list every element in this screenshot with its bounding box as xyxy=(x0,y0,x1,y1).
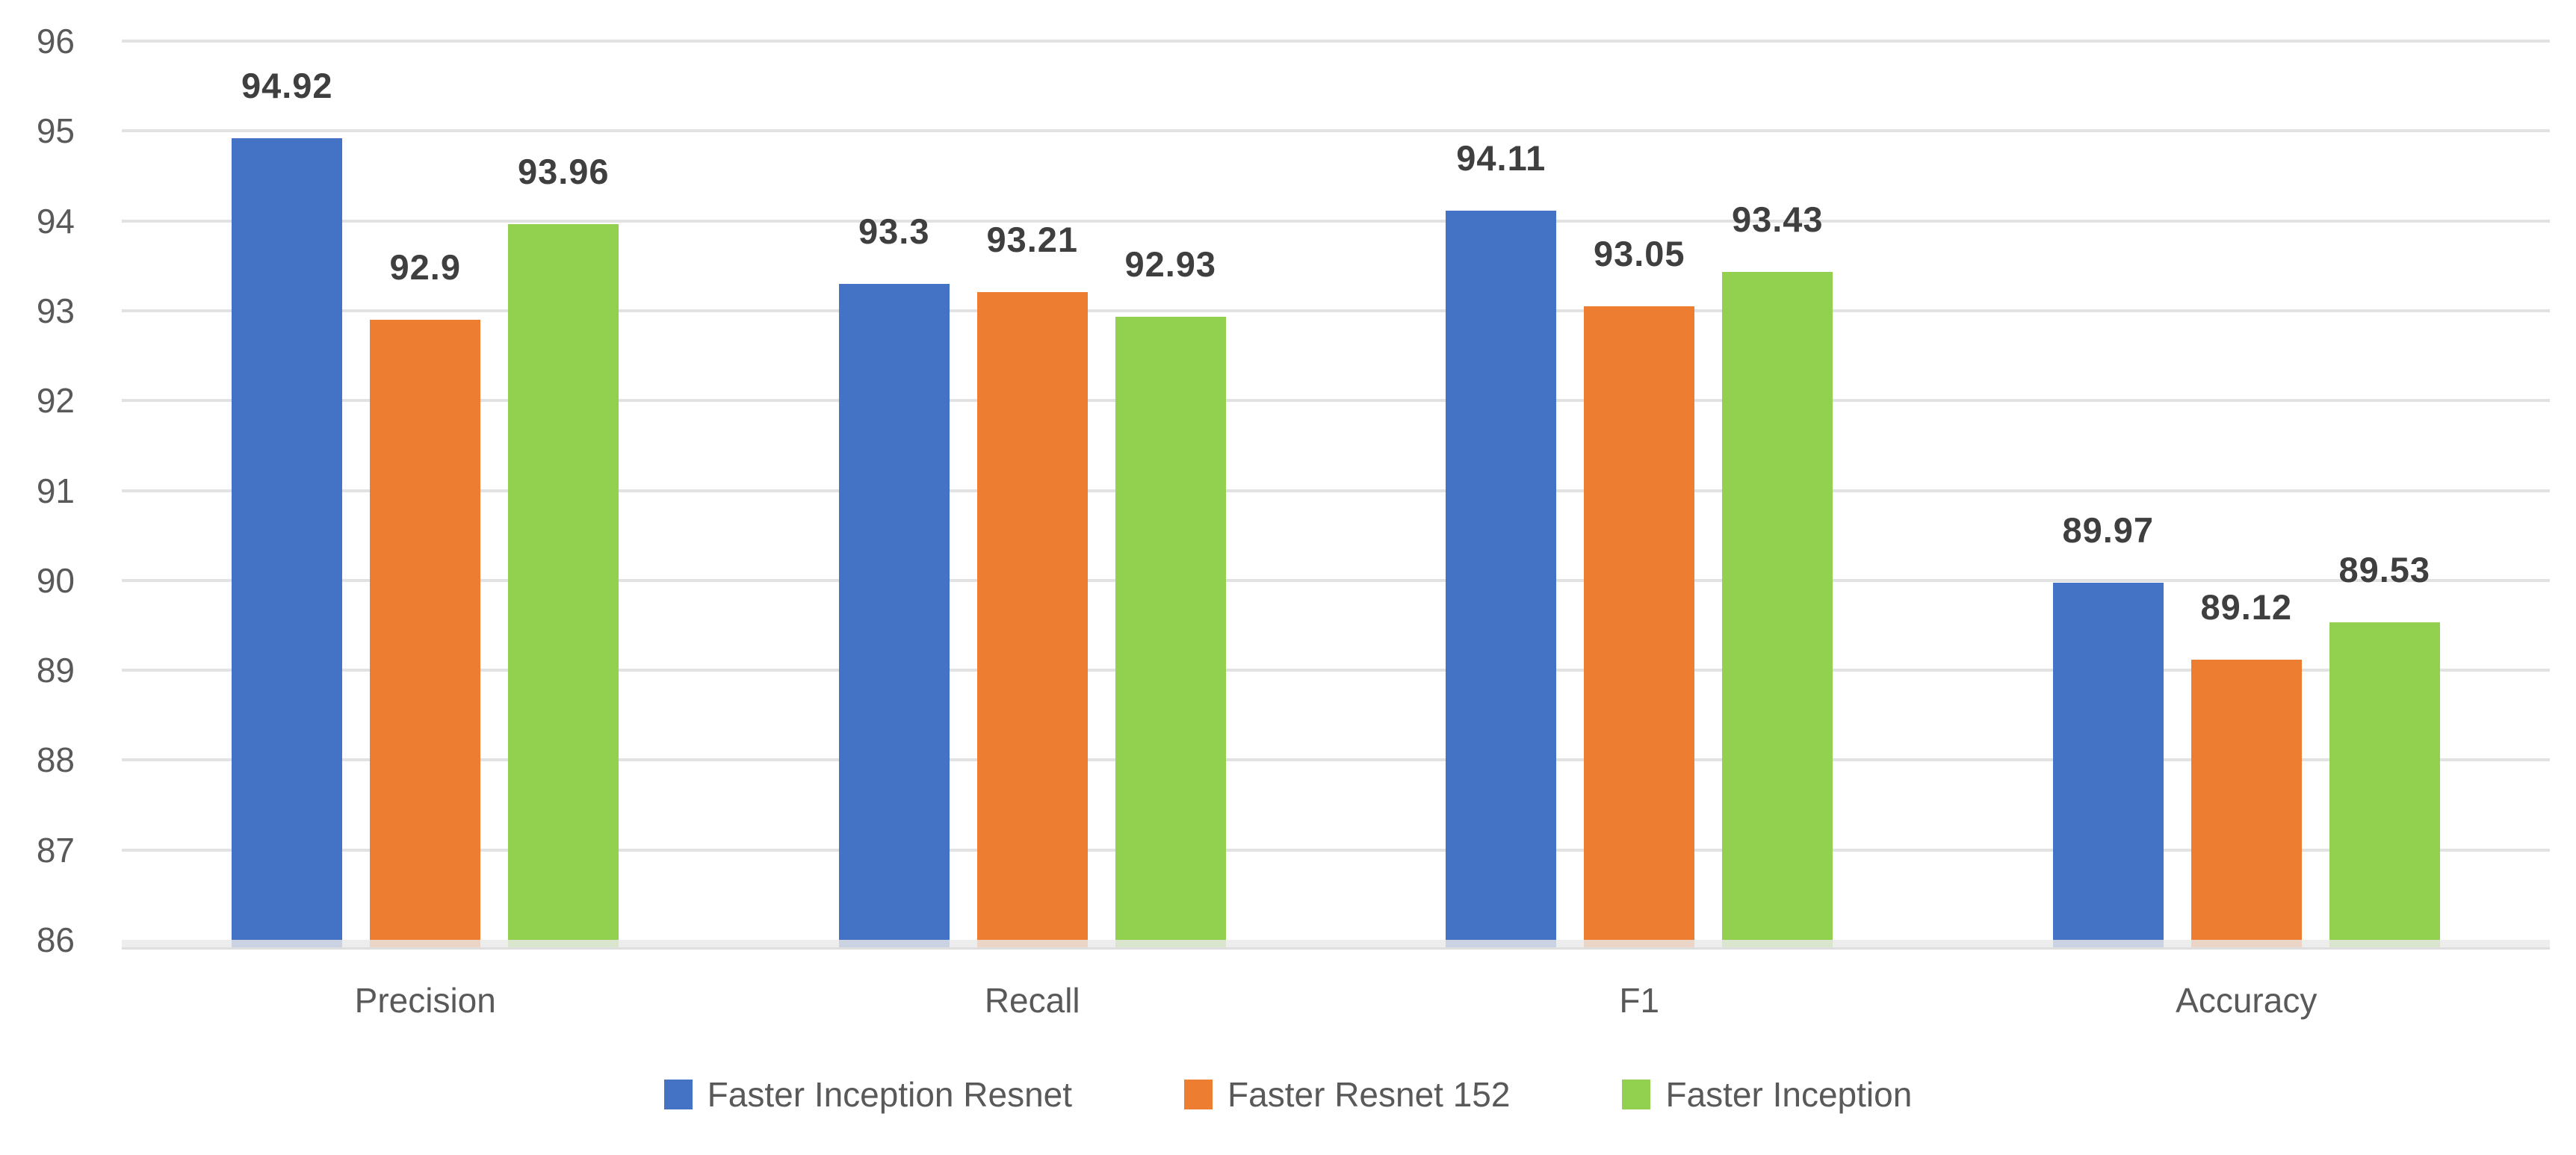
bar-value-label: 93.05 xyxy=(1593,233,1685,273)
bar-faster-inception-resnet-accuracy xyxy=(2052,583,2164,947)
bar-faster-resnet-152-recall xyxy=(976,291,1088,947)
legend: Faster Inception Resnet Faster Resnet 15… xyxy=(0,1074,2576,1115)
legend-item-faster-inception-resnet: Faster Inception Resnet xyxy=(663,1074,1073,1115)
x-axis-line xyxy=(122,940,2550,950)
bar-value-label: 89.97 xyxy=(2062,510,2155,551)
gridline xyxy=(122,848,2550,852)
gridline xyxy=(122,219,2550,223)
y-axis-tick-label: 88 xyxy=(36,740,75,780)
bar-value-label: 92.93 xyxy=(1124,244,1217,285)
bar-faster-inception-accuracy xyxy=(2329,622,2440,947)
bar-faster-inception-recall xyxy=(1115,317,1226,947)
y-axis-tick-label: 86 xyxy=(36,920,75,959)
bar-faster-inception-resnet-precision xyxy=(232,137,343,947)
x-axis-category-label-accuracy: Accuracy xyxy=(2176,981,2318,1020)
gridline xyxy=(122,489,2550,492)
y-axis-tick-label: 93 xyxy=(36,291,75,330)
bar-value-label: 93.3 xyxy=(858,211,930,251)
y-axis-tick-label: 89 xyxy=(36,651,75,690)
legend-label: Faster Resnet 152 xyxy=(1227,1075,1511,1114)
x-axis-category-label-precision: Precision xyxy=(354,981,496,1020)
bar-faster-inception-resnet-f1 xyxy=(1446,211,1557,947)
legend-marker-icon xyxy=(1184,1080,1213,1109)
y-axis-tick-label: 96 xyxy=(36,22,75,61)
x-axis-category-label-recall: Recall xyxy=(984,981,1080,1020)
gridline xyxy=(122,578,2550,582)
y-axis-tick-label: 95 xyxy=(36,111,75,151)
bar-faster-inception-resnet-recall xyxy=(838,283,950,947)
x-axis-category-label-f1: F1 xyxy=(1619,981,1660,1020)
bar-faster-resnet-152-accuracy xyxy=(2190,659,2302,947)
gridline xyxy=(122,669,2550,672)
bar-faster-resnet-152-f1 xyxy=(1584,306,1695,947)
bar-faster-inception-precision xyxy=(508,224,619,947)
bar-faster-resnet-152-precision xyxy=(370,319,481,947)
y-axis-tick-label: 87 xyxy=(36,830,75,870)
bar-value-label: 93.96 xyxy=(517,152,610,192)
y-axis-tick-label: 92 xyxy=(36,381,75,421)
legend-label: Faster Inception xyxy=(1665,1075,1913,1114)
bar-value-label: 94.11 xyxy=(1456,138,1546,179)
legend-marker-icon xyxy=(1622,1080,1651,1109)
bar-value-label: 93.21 xyxy=(986,219,1079,259)
y-axis-tick-label: 91 xyxy=(36,471,75,510)
legend-marker-icon xyxy=(663,1080,693,1109)
bar-value-label: 93.43 xyxy=(1731,199,1824,240)
gridline xyxy=(122,129,2550,133)
legend-item-faster-resnet-152: Faster Resnet 152 xyxy=(1184,1074,1510,1115)
bar-value-label: 92.9 xyxy=(389,247,461,287)
gridline xyxy=(122,399,2550,403)
bar-faster-inception-f1 xyxy=(1722,272,1833,947)
gridline xyxy=(122,40,2550,43)
bar-value-label: 89.12 xyxy=(2200,586,2293,627)
y-axis-tick-label: 94 xyxy=(36,201,75,241)
y-axis-tick-label: 90 xyxy=(36,560,75,600)
gridline xyxy=(122,758,2550,762)
gridline xyxy=(122,309,2550,312)
legend-label: Faster Inception Resnet xyxy=(707,1075,1073,1114)
bar-value-label: 94.92 xyxy=(241,65,333,105)
legend-item-faster-inception: Faster Inception xyxy=(1622,1074,1912,1115)
bar-value-label: 89.53 xyxy=(2338,550,2431,590)
